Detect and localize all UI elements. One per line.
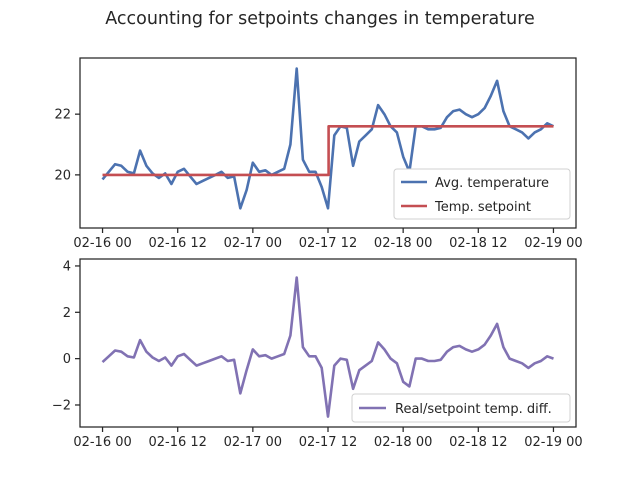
bottom-x-ticks: 02-16 00 02-16 12 02-17 00 02-17 12 02-18 00…	[73, 427, 583, 450]
bottom-x-tick-label: 02-18 12	[449, 435, 507, 450]
figure-title: Accounting for setpoints changes in temp…	[105, 9, 535, 29]
bottom-x-tick-label: 02-16 00	[73, 435, 131, 450]
top-x-ticks: 02-16 00 02-16 12 02-17 00 02-17 12 02-18 00…	[73, 228, 583, 251]
top-y-tick-label: 20	[54, 168, 71, 183]
top-x-tick-label: 02-18 00	[374, 236, 432, 251]
bottom-x-tick-label: 02-19 00	[524, 435, 582, 450]
bottom-x-tick-label: 02-16 12	[148, 435, 206, 450]
bottom-x-tick-label: 02-17 12	[299, 435, 357, 450]
bottom-x-tick-label: 02-17 00	[224, 435, 282, 450]
bottom-y-tick-label: 2	[63, 306, 71, 321]
series-line-temp-setpoint	[102, 125, 554, 177]
legend-label-avg-temperature: Avg. temperature	[435, 176, 549, 191]
top-x-tick-label: 02-16 12	[148, 236, 206, 251]
top-x-tick-label: 02-17 12	[299, 236, 357, 251]
bottom-y-tick-label: 0	[63, 352, 71, 367]
legend-label-temp-setpoint: Temp. setpoint	[434, 200, 531, 215]
top-y-tick-label: 22	[54, 108, 71, 123]
series-line-temp-diff	[101, 276, 554, 418]
top-x-tick-label: 02-18 12	[449, 236, 507, 251]
top-legend-box	[393, 168, 571, 220]
bottom-series-lines	[101, 276, 554, 418]
bottom-y-ticks: −2 0 2 4	[52, 259, 80, 413]
bottom-legend-box	[351, 393, 571, 423]
top-x-tick-label: 02-17 00	[224, 236, 282, 251]
bottom-x-tick-label: 02-18 00	[374, 435, 432, 450]
top-x-tick-label: 02-16 00	[73, 236, 131, 251]
bottom-legend: Real/setpoint temp. diff.	[351, 393, 571, 423]
legend-label-temp-diff: Real/setpoint temp. diff.	[395, 402, 552, 417]
bottom-y-tick-label: −2	[52, 398, 71, 413]
top-series-lines	[101, 67, 555, 210]
top-x-tick-label: 02-19 00	[524, 236, 582, 251]
top-legend: Avg. temperature Temp. setpoint	[393, 168, 571, 220]
series-line-avg-temperature	[101, 67, 555, 210]
bottom-y-tick-label: 4	[63, 259, 71, 274]
